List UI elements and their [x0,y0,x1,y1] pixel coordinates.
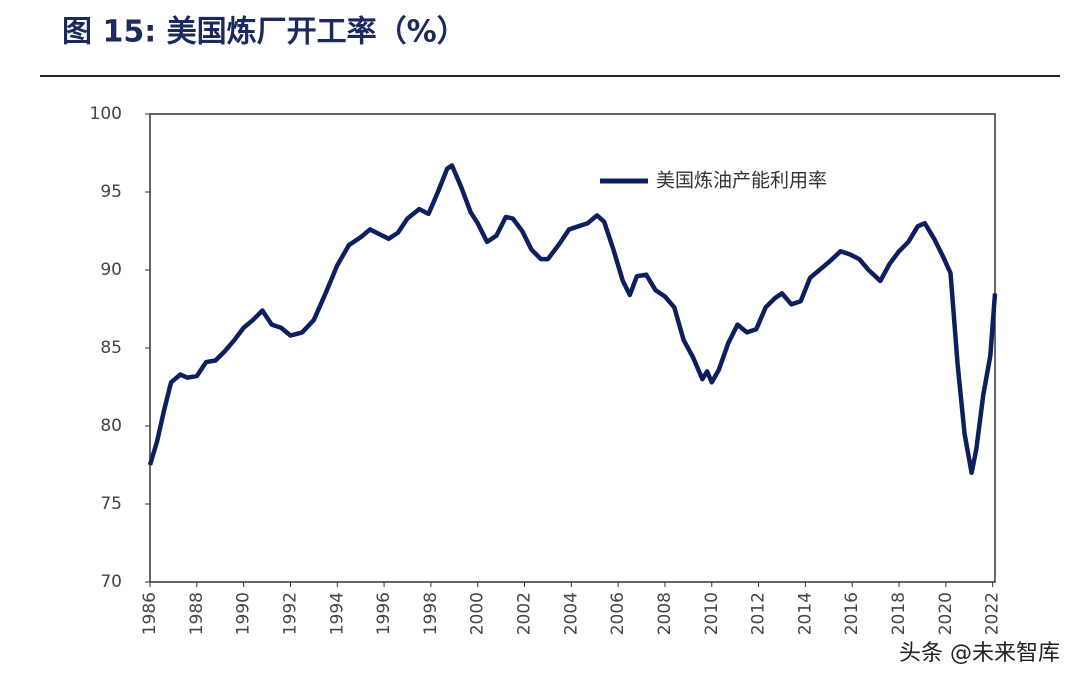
x-tick-label: 2022 [983,592,1003,635]
x-tick-label: 2018 [889,592,909,635]
x-tick-label: 2010 [702,592,722,635]
y-tick-label: 95 [100,182,122,202]
x-tick-label: 2016 [842,592,862,635]
y-tick-label: 75 [100,494,122,514]
plot-frame [149,113,996,583]
y-tick-label: 100 [90,104,122,124]
x-tick-label: 2006 [608,592,628,635]
watermark: 头条 @未来智库 [899,641,1060,666]
x-tick-label: 2000 [468,592,488,635]
x-tick-label: 2008 [655,592,675,635]
y-tick-label: 70 [100,572,122,592]
x-tick-label: 2012 [749,592,769,635]
x-tick-label: 1996 [374,592,394,635]
x-tick-label: 2020 [936,592,956,635]
x-tick-label: 1990 [234,592,254,635]
chart-title: 图 15: 美国炼厂开工率（%） [62,15,467,50]
y-tick-label: 85 [100,338,122,358]
y-tick-label: 90 [100,260,122,280]
y-tick-label: 80 [100,416,122,436]
x-tick-label: 1994 [327,592,347,635]
x-tick-label: 1998 [421,592,441,635]
x-tick-label: 1988 [187,592,207,635]
legend-label: 美国炼油产能利用率 [656,170,827,192]
x-tick-label: 2004 [561,592,581,635]
x-tick-label: 1992 [280,592,300,635]
data-line [147,163,998,476]
x-tick-label: 2002 [515,592,535,635]
x-tick-label: 1986 [140,592,160,635]
x-tick-label: 2014 [795,592,815,635]
